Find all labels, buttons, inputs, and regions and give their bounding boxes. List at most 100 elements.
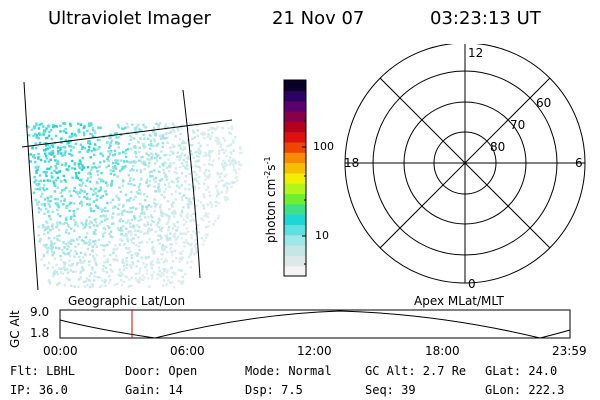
emission-pixel [141, 155, 144, 159]
emission-pixel [86, 283, 89, 287]
emission-pixel [38, 188, 42, 191]
emission-pixel [93, 275, 96, 278]
emission-pixel [171, 271, 175, 274]
emission-pixel [182, 218, 186, 221]
emission-pixel [58, 281, 61, 285]
emission-pixel [94, 192, 97, 195]
colorbar-band [284, 193, 306, 205]
emission-pixel [180, 184, 184, 187]
emission-pixel [234, 162, 237, 165]
emission-pixel [221, 126, 224, 130]
emission-pixel [130, 147, 133, 151]
emission-pixel [130, 254, 133, 257]
emission-pixel [129, 183, 133, 186]
emission-pixel [53, 169, 56, 173]
emission-pixel [132, 215, 136, 218]
emission-pixel [109, 150, 113, 153]
emission-pixel [102, 214, 105, 217]
emission-pixel [139, 156, 142, 159]
emission-pixel [109, 253, 112, 257]
emission-pixel [89, 207, 93, 210]
emission-pixel [63, 122, 66, 125]
emission-pixel [122, 225, 125, 228]
emission-pixel [186, 167, 189, 171]
emission-pixel [236, 179, 239, 182]
emission-pixel [79, 202, 82, 205]
polar-mlt-plot [344, 44, 586, 284]
emission-pixel [42, 129, 46, 132]
emission-pixel [124, 275, 127, 278]
emission-pixel [41, 226, 45, 229]
emission-pixel [68, 259, 71, 263]
emission-pixel [183, 147, 187, 150]
colorbar-band [284, 141, 306, 153]
emission-pixel [214, 219, 217, 222]
emission-pixel [223, 175, 227, 178]
emission-pixel [66, 244, 69, 248]
emission-pixel [86, 203, 89, 206]
emission-pixel [92, 189, 96, 192]
emission-pixel [129, 196, 132, 200]
emission-pixel [141, 207, 144, 210]
emission-pixel [45, 227, 48, 230]
emission-pixel [69, 242, 73, 245]
emission-pixel [112, 258, 115, 261]
emission-pixel [101, 279, 104, 282]
emission-pixel [93, 130, 97, 133]
emission-pixel [45, 187, 49, 191]
emission-pixel [188, 183, 191, 186]
emission-pixel [218, 153, 221, 156]
emission-pixel [83, 195, 86, 199]
emission-pixel [203, 132, 207, 136]
emission-pixel [53, 242, 57, 245]
emission-pixel [128, 230, 131, 233]
emission-pixel [43, 184, 46, 187]
instrument-title: Ultraviolet Imager [48, 8, 211, 29]
emission-pixel [51, 227, 55, 231]
emission-pixel [146, 221, 150, 224]
emission-pixel [55, 263, 58, 266]
emission-pixel [53, 155, 56, 158]
emission-pixel [81, 256, 85, 259]
emission-pixel [162, 268, 165, 271]
emission-pixel [208, 174, 211, 178]
emission-pixel [205, 225, 208, 229]
emission-pixel [138, 150, 141, 154]
emission-pixel [47, 125, 50, 128]
emission-pixel [143, 276, 146, 279]
emission-pixel [79, 271, 82, 274]
emission-pixel [126, 126, 130, 129]
emission-pixel [107, 159, 110, 162]
emission-pixel [130, 160, 134, 164]
emission-pixel [70, 153, 73, 157]
emission-pixel [100, 171, 103, 175]
emission-pixel [137, 219, 141, 222]
mlt-label-18: 18 [344, 156, 360, 170]
emission-pixel [43, 204, 47, 207]
emission-pixel [208, 150, 211, 153]
colorbar-band [284, 100, 306, 112]
emission-pixel [179, 155, 183, 158]
emission-pixel [161, 284, 165, 287]
emission-pixel [128, 134, 132, 138]
emission-pixel [161, 141, 165, 145]
emission-pixel [51, 149, 55, 153]
emission-pixel [164, 137, 167, 140]
emission-pixel [124, 149, 128, 152]
emission-pixel [66, 142, 69, 145]
emission-pixel [198, 165, 201, 169]
emission-pixel [134, 195, 137, 198]
emission-pixel [71, 262, 75, 266]
emission-pixel [105, 166, 108, 169]
emission-pixel [56, 152, 60, 155]
emission-pixel [97, 189, 101, 193]
emission-pixel [161, 243, 164, 247]
emission-pixel [195, 247, 198, 250]
emission-pixel [122, 127, 125, 131]
emission-pixel [43, 189, 46, 192]
emission-pixel [116, 123, 120, 127]
emission-pixel [81, 156, 84, 160]
emission-pixel [76, 225, 79, 228]
emission-pixel [83, 259, 86, 263]
emission-pixel [127, 182, 130, 185]
